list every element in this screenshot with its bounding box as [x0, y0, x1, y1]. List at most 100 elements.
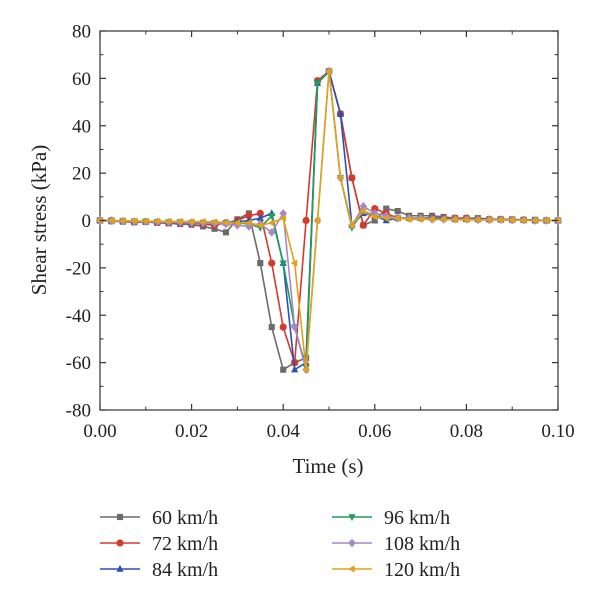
legend-marker	[116, 564, 124, 572]
data-point	[405, 215, 412, 223]
y-tick-label: 40	[72, 116, 91, 137]
data-point	[279, 323, 287, 331]
x-tick-label: 0.06	[358, 421, 391, 442]
data-point	[336, 109, 345, 117]
data-point	[267, 228, 276, 237]
data-point	[267, 219, 275, 227]
y-tick-label: -40	[66, 306, 91, 327]
y-tick-label: -80	[66, 401, 91, 422]
legend-marker	[348, 538, 356, 548]
x-axis-title: Time (s)	[293, 454, 364, 478]
data-point	[313, 216, 321, 225]
legend-label: 72 km/h	[152, 533, 218, 555]
data-point	[496, 216, 504, 224]
legend-item: 108 km/h	[332, 533, 460, 555]
data-point	[107, 216, 115, 225]
y-tick-label: 20	[72, 164, 91, 185]
data-point	[473, 216, 481, 224]
data-point	[256, 209, 264, 217]
data-point	[371, 209, 379, 218]
legend-label: 108 km/h	[384, 533, 460, 555]
data-point	[542, 216, 550, 225]
x-tick-label: 0.00	[83, 421, 116, 442]
x-tick-label: 0.08	[450, 421, 483, 442]
legend-item: 120 km/h	[332, 559, 460, 581]
series-120-km-h	[95, 67, 561, 374]
data-point	[462, 216, 470, 224]
x-tick-label: 0.10	[541, 421, 574, 442]
data-point	[301, 366, 309, 374]
data-point	[347, 221, 355, 229]
legend-item: 96 km/h	[332, 507, 450, 529]
series-layer	[95, 66, 562, 375]
data-point	[268, 324, 275, 331]
data-point	[256, 213, 264, 221]
data-point	[198, 218, 206, 226]
data-point	[394, 207, 401, 215]
data-point	[222, 229, 230, 236]
x-tick-label: 0.02	[175, 421, 208, 442]
data-point	[450, 216, 458, 224]
data-point	[370, 213, 378, 221]
data-point	[519, 216, 527, 225]
data-point	[279, 260, 287, 268]
data-point	[187, 218, 195, 226]
data-point	[382, 214, 389, 222]
data-point	[530, 216, 538, 225]
data-point	[371, 217, 378, 224]
data-point	[210, 218, 218, 226]
data-point	[257, 260, 264, 267]
y-tick-label: -60	[66, 353, 91, 374]
legend-item: 84 km/h	[100, 559, 218, 581]
data-point	[359, 221, 367, 229]
data-point	[244, 219, 252, 227]
legend: 60 km/h 72 km/h 84 km/h 96 km/h 108 km/h 120 …	[100, 507, 460, 581]
data-point	[382, 211, 391, 221]
y-axis-title: Shear stress (kPa)	[27, 145, 51, 295]
data-point	[164, 217, 172, 226]
data-point	[416, 215, 424, 223]
legend-label: 96 km/h	[384, 507, 450, 529]
legend-marker	[116, 539, 124, 547]
y-tick-label: 0	[82, 211, 92, 232]
data-point	[221, 218, 229, 226]
data-point	[280, 366, 287, 373]
y-tick-label: -20	[66, 258, 91, 279]
data-point	[439, 215, 447, 223]
data-point	[383, 205, 390, 212]
data-point	[485, 216, 492, 224]
legend-label: 84 km/h	[152, 559, 218, 581]
data-point	[141, 217, 149, 225]
x-tick-label: 0.04	[267, 421, 301, 442]
data-point	[508, 216, 515, 224]
legend-marker	[348, 514, 356, 522]
legend-item: 72 km/h	[100, 533, 218, 555]
data-point	[176, 217, 183, 226]
data-point	[233, 219, 241, 227]
data-point	[268, 213, 276, 220]
y-tick-label: 60	[72, 69, 91, 90]
legend-item: 60 km/h	[100, 507, 218, 529]
legend-label: 60 km/h	[152, 507, 218, 529]
legend-marker	[347, 565, 355, 573]
data-point	[427, 215, 435, 223]
data-point	[302, 216, 310, 225]
legend-label: 120 km/h	[384, 559, 460, 581]
y-tick-label: 80	[72, 22, 91, 43]
data-point	[291, 365, 299, 373]
data-point	[348, 174, 356, 182]
data-point	[324, 67, 332, 75]
data-point	[371, 205, 379, 213]
data-point	[279, 214, 286, 222]
data-point	[268, 259, 276, 267]
legend-marker	[116, 513, 124, 521]
data-point	[95, 216, 103, 225]
data-point	[153, 217, 160, 225]
data-point	[290, 322, 299, 332]
data-point	[313, 80, 322, 88]
data-point	[359, 207, 367, 215]
data-point	[279, 209, 287, 218]
data-point	[118, 217, 126, 225]
